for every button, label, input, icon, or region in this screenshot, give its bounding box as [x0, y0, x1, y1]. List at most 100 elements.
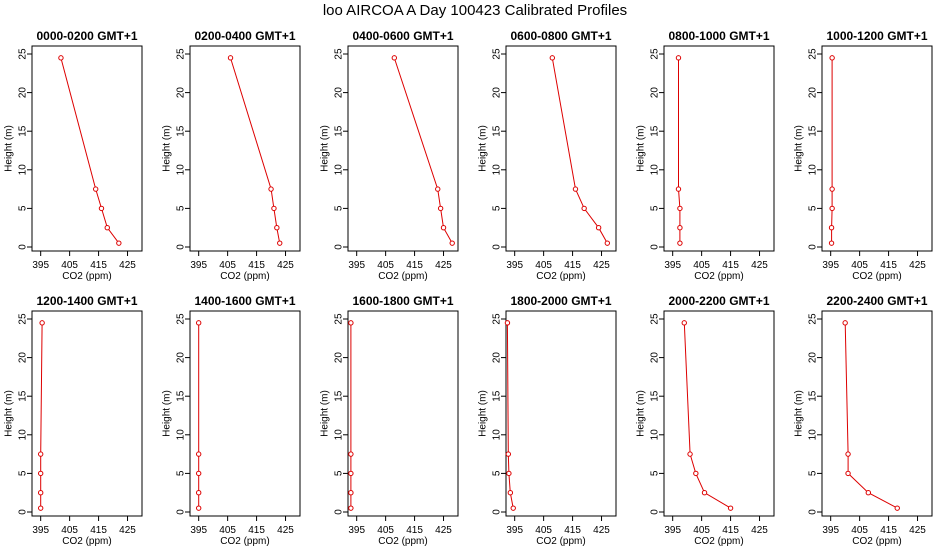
y-tick-label: 25	[650, 313, 661, 325]
y-axis-label: Height (m)	[794, 390, 805, 437]
x-tick-label: 405	[851, 525, 868, 536]
data-point	[391, 55, 398, 61]
x-tick-label: 395	[664, 525, 681, 536]
y-tick-label: 25	[334, 313, 345, 325]
data-point	[677, 225, 683, 231]
x-tick-label: 425	[909, 260, 926, 271]
panel-11: 2000-2200 GMT+1 395 405 415 425 0 5 10 15 20 25 CO2…	[636, 294, 775, 547]
data-point	[828, 225, 835, 231]
panel-10: 1800-2000 GMT+1 395 405 415 425 0 5 10 15 20 25 CO2…	[478, 294, 617, 547]
data-point	[37, 490, 44, 496]
x-axis-label: CO2 (ppm)	[220, 536, 269, 547]
y-tick-label: 25	[492, 313, 503, 325]
panel-6: 1000-1200 GMT+1 395 405 415 425 0 5 10 15 20 25 CO2…	[794, 29, 933, 282]
y-tick-label: 20	[492, 87, 503, 99]
x-tick-label: 405	[219, 260, 236, 271]
y-tick-label: 20	[18, 87, 29, 99]
data-point	[507, 490, 514, 496]
data-point	[274, 225, 280, 231]
panel-4: 0600-0800 GMT+1 395 405 415 425 0 5 10 15 20 25 CO2…	[478, 29, 617, 282]
panel-title: 2200-2400 GMT+1	[826, 294, 927, 308]
x-axis-label: CO2 (ppm)	[62, 536, 111, 547]
data-point	[116, 240, 122, 246]
x-axis-label: CO2 (ppm)	[694, 536, 743, 547]
data-point	[677, 240, 683, 246]
y-tick-label: 5	[176, 205, 187, 211]
x-tick-label: 415	[248, 525, 265, 536]
x-tick-label: 425	[751, 525, 768, 536]
y-tick-label: 15	[492, 390, 503, 402]
y-tick-label: 10	[334, 429, 345, 441]
y-tick-label: 25	[18, 48, 29, 60]
x-axis-label: CO2 (ppm)	[536, 271, 585, 282]
data-point	[829, 55, 835, 61]
y-tick-label: 5	[492, 205, 503, 211]
y-tick-label: 5	[808, 470, 819, 476]
plot-frame	[663, 45, 775, 252]
y-axis-label: Height (m)	[478, 125, 489, 172]
data-point	[894, 505, 900, 511]
y-tick-label: 0	[808, 509, 819, 515]
data-point	[693, 470, 699, 477]
panel-title: 0200-0400 GMT+1	[194, 29, 295, 43]
panel-title: 2000-2200 GMT+1	[668, 294, 769, 308]
data-point	[581, 205, 587, 212]
y-tick-label: 10	[176, 429, 187, 441]
y-tick-label: 15	[334, 390, 345, 402]
x-tick-label: 405	[61, 525, 78, 536]
y-axis-label: Height (m)	[320, 125, 331, 172]
plot-frame	[663, 310, 775, 517]
panel-8: 1400-1600 GMT+1 395 405 415 425 0 5 10 15 20 25 CO2…	[162, 294, 301, 547]
y-axis-label: Height (m)	[320, 390, 331, 437]
data-point	[277, 240, 283, 246]
x-axis-label: CO2 (ppm)	[852, 536, 901, 547]
x-tick-label: 395	[506, 260, 523, 271]
x-axis-label: CO2 (ppm)	[694, 271, 743, 282]
x-tick-label: 395	[32, 260, 49, 271]
x-tick-label: 395	[664, 260, 681, 271]
data-point	[348, 451, 354, 457]
y-tick-label: 5	[808, 205, 819, 211]
x-tick-label: 395	[822, 260, 839, 271]
y-axis-label: Height (m)	[636, 125, 647, 172]
y-tick-label: 20	[18, 352, 29, 364]
data-point	[677, 205, 683, 212]
plot-frame	[821, 45, 933, 252]
profile-line	[40, 322, 43, 509]
y-axis-label: Height (m)	[478, 390, 489, 437]
y-tick-label: 25	[808, 48, 819, 60]
x-tick-label: 415	[880, 260, 897, 271]
x-tick-label: 415	[564, 525, 581, 536]
data-point	[845, 451, 851, 457]
data-point	[675, 186, 682, 192]
x-tick-label: 425	[119, 260, 136, 271]
y-tick-label: 15	[334, 125, 345, 137]
y-tick-label: 25	[492, 48, 503, 60]
data-point	[58, 55, 64, 61]
y-tick-label: 10	[18, 429, 29, 441]
y-tick-label: 0	[492, 244, 503, 250]
data-point	[727, 505, 734, 511]
plot-frame	[31, 310, 143, 517]
y-tick-label: 15	[18, 390, 29, 402]
y-tick-label: 0	[808, 244, 819, 250]
data-point	[268, 186, 274, 192]
y-tick-label: 5	[334, 205, 345, 211]
data-point	[348, 505, 354, 511]
data-point	[572, 186, 579, 192]
y-tick-label: 20	[492, 352, 503, 364]
y-tick-label: 0	[650, 509, 661, 515]
x-axis-label: CO2 (ppm)	[536, 536, 585, 547]
data-point	[604, 240, 611, 246]
x-tick-label: 405	[219, 525, 236, 536]
x-tick-label: 395	[506, 525, 523, 536]
x-tick-label: 425	[277, 260, 294, 271]
plot-frame	[347, 45, 459, 252]
y-tick-label: 20	[176, 87, 187, 99]
data-point	[437, 205, 444, 212]
panel-title: 0400-0600 GMT+1	[352, 29, 453, 43]
plot-frame	[189, 310, 301, 517]
x-tick-label: 415	[90, 525, 107, 536]
